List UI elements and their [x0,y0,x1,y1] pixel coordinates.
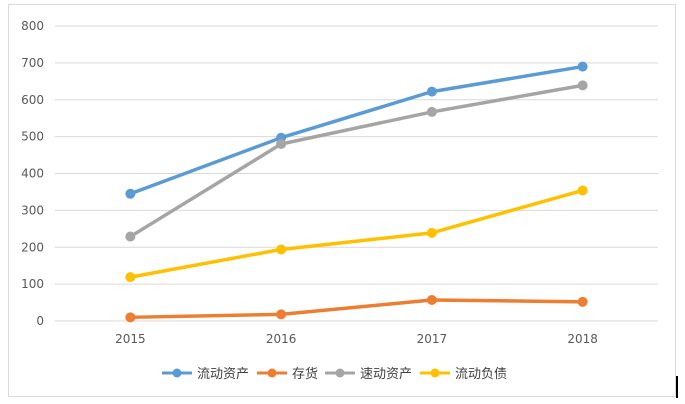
x-axis-ticks: 2015 2016 2017 2018 [115,332,598,346]
y-tick-label: 300 [21,203,44,217]
y-tick-label: 400 [21,167,44,181]
data-point [125,272,136,283]
y-tick-label: 600 [21,93,44,107]
data-point [577,80,588,91]
data-point [125,188,136,199]
data-point [276,244,287,255]
x-tick-label: 2015 [115,332,146,346]
series-lines [125,61,588,323]
legend-label: 速动资产 [360,367,412,382]
y-tick-label: 200 [21,240,44,254]
grid-lines [55,25,658,322]
y-tick-label: 0 [36,314,44,328]
data-point [276,139,287,149]
data-point [426,86,437,97]
series-3 [125,185,588,283]
legend-swatch-marker [430,368,440,378]
legend: 流动资产 存货 速动资产 流动负债 [162,366,507,382]
series-1 [125,294,588,323]
y-axis-ticks: 0 100 200 300 400 500 600 700 800 [21,19,44,328]
y-tick-label: 800 [21,19,44,33]
data-point [577,185,588,196]
data-point [577,61,588,72]
series-line [128,83,585,239]
y-tick-label: 500 [21,130,44,144]
data-point [577,296,588,307]
legend-swatch-marker [335,368,345,378]
series-2 [125,80,588,242]
legend-item: 流动负债 [420,367,507,382]
legend-swatch-marker [172,368,182,378]
series-line [128,64,585,196]
data-point [426,294,437,305]
series-line [128,188,585,279]
data-point [125,312,136,323]
edge-marker [676,376,678,398]
legend-item: 流动资产 [162,367,249,382]
series-0 [125,61,588,199]
y-tick-label: 700 [21,56,44,70]
x-tick-label: 2017 [417,332,448,346]
y-tick-label: 100 [21,277,44,291]
data-point [426,227,437,238]
legend-item: 存货 [257,366,318,382]
x-tick-label: 2016 [266,332,297,346]
data-point [426,106,437,117]
x-tick-label: 2018 [567,332,598,346]
legend-item: 速动资产 [325,367,412,382]
legend-swatch-marker [267,368,277,378]
data-point [125,231,136,242]
legend-label: 流动负债 [455,367,507,382]
data-point [276,309,287,320]
legend-label: 流动资产 [197,367,249,382]
legend-label: 存货 [292,366,318,382]
series-line [128,298,585,320]
